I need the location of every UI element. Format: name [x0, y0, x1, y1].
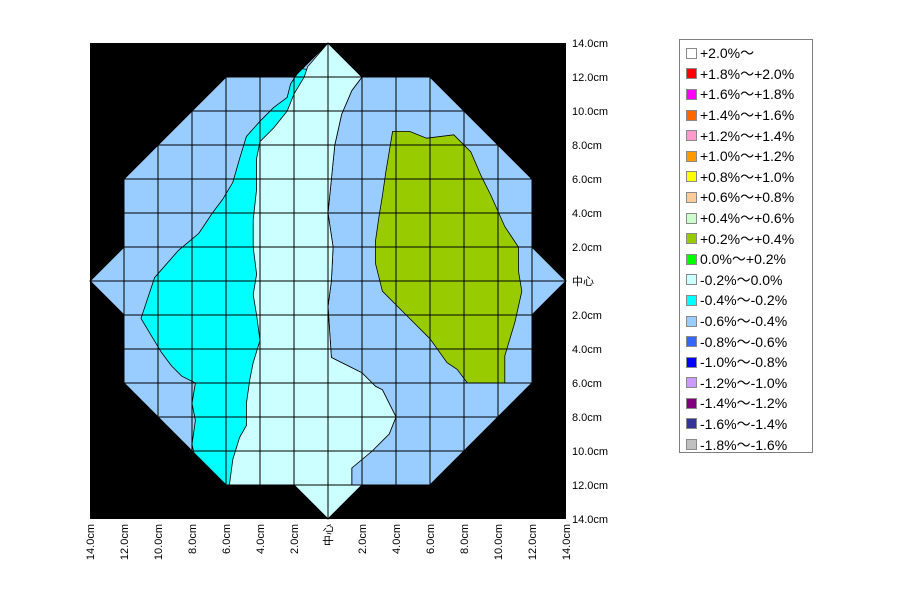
legend-label: +0.2%～+0.4% — [700, 230, 795, 247]
legend-swatch — [686, 88, 697, 100]
legend-label: +1.4%～+1.6% — [700, 107, 795, 124]
outline — [89, 42, 567, 520]
y-tick-label: 8.0cm — [572, 140, 602, 152]
legend-label: +1.0%～+1.2% — [700, 148, 795, 165]
y-tick-label: 2.0cm — [572, 242, 602, 254]
x-tick-label: 6.0cm — [425, 524, 437, 554]
legend-label: +1.2%～+1.4% — [700, 127, 795, 144]
legend-item: -0.2%～0.0% — [686, 270, 812, 291]
x-tick-label: 8.0cm — [187, 524, 199, 554]
y-tick-label: 6.0cm — [572, 378, 602, 390]
y-tick-label: 中心 — [572, 275, 594, 288]
y-tick-label: 8.0cm — [572, 412, 602, 424]
legend-item: -0.4%～-0.2% — [686, 290, 812, 311]
outline-border — [89, 42, 567, 520]
y-tick-label: 12.0cm — [572, 480, 608, 492]
legend-label: +0.6%～+0.8% — [700, 189, 795, 206]
legend-item: +0.6%～+0.8% — [686, 187, 812, 208]
y-tick-label: 14.0cm — [572, 514, 608, 526]
x-tick-label: 14.0cm — [561, 524, 573, 560]
legend-swatch — [686, 68, 697, 80]
legend-item: +1.6%～+1.8% — [686, 84, 812, 105]
x-tick-label: 4.0cm — [255, 524, 267, 554]
y-tick-label: 4.0cm — [572, 208, 602, 220]
legend-swatch — [686, 418, 697, 430]
legend-label: -1.8%～-1.6% — [700, 436, 788, 453]
legend-label: +1.8%～+2.0% — [700, 65, 795, 82]
y-tick-label: 10.0cm — [572, 446, 608, 458]
legend-item: 0.0%～+0.2% — [686, 249, 812, 270]
legend-swatch — [686, 212, 697, 224]
legend-item: -1.0%～-0.8% — [686, 352, 812, 373]
legend-item: -1.6%～-1.4% — [686, 414, 812, 435]
x-tick-label: 2.0cm — [289, 524, 301, 554]
legend-item: +0.2%～+0.4% — [686, 228, 812, 249]
legend-item: -0.6%～-0.4% — [686, 311, 812, 332]
x-tick-label: 8.0cm — [459, 524, 471, 554]
legend-swatch — [686, 130, 697, 142]
y-tick-label: 6.0cm — [572, 174, 602, 186]
legend-label: -0.8%～-0.6% — [700, 333, 788, 350]
legend-label: -1.0%～-0.8% — [700, 354, 788, 371]
y-tick-label: 12.0cm — [572, 72, 608, 84]
x-tick-label: 6.0cm — [221, 524, 233, 554]
x-tick-label: 2.0cm — [357, 524, 369, 554]
legend-label: 0.0%～+0.2% — [700, 251, 786, 268]
x-tick-label: 10.0cm — [153, 524, 165, 560]
x-tick-label: 4.0cm — [391, 524, 403, 554]
legend-item: +1.2%～+1.4% — [686, 125, 812, 146]
legend-label: +2.0%～ — [700, 45, 755, 62]
legend-item: +2.0%～ — [686, 43, 812, 64]
legend-swatch — [686, 191, 697, 203]
legend-swatch — [686, 150, 697, 162]
legend: +2.0%～ +1.8%～+2.0% +1.6%～+1.8% +1.4%～+1.6% +… — [679, 39, 813, 453]
legend-item: -0.8%～-0.6% — [686, 331, 812, 352]
legend-label: -1.4%～-1.2% — [700, 395, 788, 412]
legend-label: -0.4%～-0.2% — [700, 292, 788, 309]
legend-label: -0.6%～-0.4% — [700, 313, 788, 330]
legend-swatch — [686, 439, 697, 451]
legend-swatch — [686, 336, 697, 348]
legend-item: -1.2%～-1.0% — [686, 373, 812, 394]
legend-item: +0.8%～+1.0% — [686, 167, 812, 188]
legend-swatch — [686, 377, 697, 389]
y-tick-labels: 14.0cm 12.0cm 10.0cm 8.0cm 6.0cm 4.0cm 2.0cm 中心… — [572, 38, 608, 526]
legend-swatch — [686, 274, 697, 286]
y-tick-label: 14.0cm — [572, 38, 608, 50]
y-tick-label: 10.0cm — [572, 106, 608, 118]
x-tick-label: 14.0cm — [85, 524, 97, 560]
legend-item: -1.8%～-1.6% — [686, 434, 812, 455]
x-tick-label: 12.0cm — [527, 524, 539, 560]
legend-item: +0.4%～+0.6% — [686, 208, 812, 229]
y-tick-label: 2.0cm — [572, 310, 602, 322]
legend-swatch — [686, 397, 697, 409]
legend-item: +1.4%～+1.6% — [686, 105, 812, 126]
legend-item: +1.8%～+2.0% — [686, 64, 812, 85]
legend-label: +0.4%～+0.6% — [700, 210, 795, 227]
legend-swatch — [686, 253, 697, 265]
legend-swatch — [686, 233, 697, 245]
legend-swatch — [686, 356, 697, 368]
legend-swatch — [686, 294, 697, 306]
legend-swatch — [686, 171, 697, 183]
legend-label: +0.8%～+1.0% — [700, 168, 795, 185]
legend-swatch — [686, 109, 697, 121]
legend-label: -0.2%～0.0% — [700, 271, 783, 288]
legend-item: -1.4%～-1.2% — [686, 393, 812, 414]
legend-swatch — [686, 315, 697, 327]
x-tick-label: 中心 — [322, 524, 335, 546]
legend-item: +1.0%～+1.2% — [686, 146, 812, 167]
legend-swatch — [686, 47, 697, 59]
legend-label: -1.2%～-1.0% — [700, 374, 788, 391]
y-tick-label: 4.0cm — [572, 344, 602, 356]
x-tick-label: 10.0cm — [493, 524, 505, 560]
legend-label: -1.6%～-1.4% — [700, 415, 788, 432]
legend-label: +1.6%～+1.8% — [700, 86, 795, 103]
x-tick-label: 12.0cm — [119, 524, 131, 560]
x-tick-labels: 14.0cm 12.0cm 10.0cm 8.0cm 6.0cm 4.0cm 2.0cm 中心… — [85, 524, 573, 560]
